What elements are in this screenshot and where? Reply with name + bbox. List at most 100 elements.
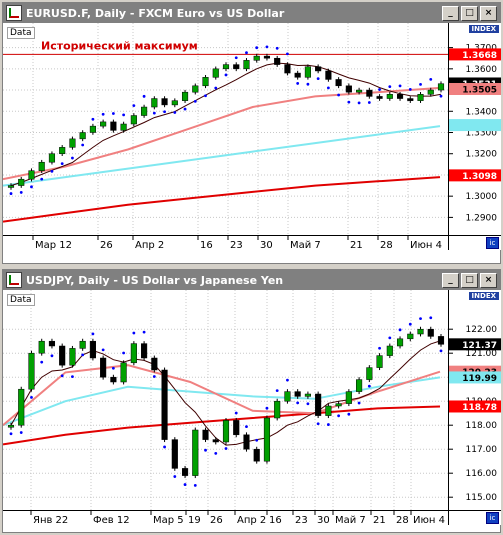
- x-tick-label: Мар 12: [35, 240, 72, 250]
- candle-up: [141, 106, 148, 116]
- index-button[interactable]: INDEX: [468, 25, 499, 33]
- candle-up: [151, 98, 158, 108]
- usdjpy-chart-window: USDJPY, Daily - US Dollar vs Japanese Ye…: [2, 269, 501, 533]
- sar-dot: [193, 99, 197, 103]
- maximize-button[interactable]: □: [461, 5, 478, 21]
- candle-up: [18, 178, 25, 186]
- usdjpy-plot-area[interactable]: Data: [3, 290, 448, 510]
- chart-app-icon: [6, 5, 22, 21]
- x-tick-label: 28: [380, 240, 393, 250]
- candle-down: [110, 121, 117, 131]
- candle-up: [356, 379, 363, 392]
- ma-long-line: [3, 125, 441, 187]
- eurusd-titlebar[interactable]: EURUSD.F, Daily - FXCM Euro vs US Dollar…: [3, 3, 500, 23]
- candle-up: [130, 343, 137, 364]
- sar-dot: [245, 425, 248, 429]
- sar-dot: [9, 432, 13, 436]
- ma-mid-line: [3, 364, 441, 426]
- candle-up: [263, 417, 271, 462]
- candle-down: [151, 357, 158, 371]
- minimize-button[interactable]: _: [442, 272, 459, 288]
- candle-up: [38, 340, 45, 354]
- sar-dot: [429, 316, 433, 320]
- index-button[interactable]: INDEX: [468, 292, 499, 300]
- maximize-button[interactable]: □: [461, 272, 478, 288]
- candle-up: [69, 138, 76, 148]
- minimize-button[interactable]: _: [442, 5, 459, 21]
- scale-toggle-icon[interactable]: ic: [486, 237, 499, 249]
- usdjpy-window-title: USDJPY, Daily - US Dollar vs Japanese Ye…: [26, 273, 284, 287]
- sar-dot: [30, 395, 33, 399]
- x-tick-label: 19: [188, 515, 201, 525]
- candle-up: [437, 83, 445, 91]
- candle-up: [222, 64, 230, 70]
- price-badge-label: 1.3668: [462, 51, 497, 61]
- close-button[interactable]: ×: [480, 272, 497, 288]
- candle-up: [427, 89, 434, 95]
- sar-dot: [142, 330, 146, 334]
- usdjpy-axis-corner: ic: [448, 510, 501, 525]
- sar-dot: [111, 366, 115, 370]
- sar-dot: [204, 448, 207, 452]
- candle-down: [325, 70, 332, 80]
- sar-dot: [40, 360, 44, 364]
- x-tick-label: 30: [317, 515, 330, 525]
- data-tag[interactable]: Data: [7, 294, 35, 306]
- eurusd-axis-corner: ic: [448, 235, 501, 250]
- sar-dot: [245, 51, 248, 55]
- candle-down: [366, 89, 373, 97]
- candle-down: [171, 439, 178, 469]
- candle-up: [100, 121, 107, 127]
- candle-down: [274, 57, 281, 65]
- sar-dot: [408, 322, 412, 326]
- usdjpy-titlebar[interactable]: USDJPY, Daily - US Dollar vs Japanese Ye…: [3, 270, 500, 290]
- candle-up: [18, 388, 25, 426]
- sar-dot: [214, 86, 218, 90]
- eurusd-chart-window: EURUSD.F, Daily - FXCM Euro vs US Dollar…: [2, 2, 501, 264]
- x-tick-label: 26: [210, 515, 223, 525]
- sar-dot: [19, 191, 23, 194]
- sar-dot: [367, 101, 371, 104]
- sar-dot: [224, 447, 228, 450]
- candle-down: [294, 391, 301, 397]
- candle-up: [407, 333, 414, 340]
- sar-dot: [388, 85, 392, 89]
- candle-down: [48, 340, 56, 347]
- candle-up: [212, 68, 219, 78]
- data-tag[interactable]: Data: [7, 27, 35, 39]
- candle-up: [171, 100, 178, 106]
- sar-dot: [81, 353, 85, 357]
- sar-dot: [326, 423, 330, 426]
- x-tick-label: Янв 22: [33, 515, 68, 525]
- candle-down: [407, 98, 414, 101]
- scale-toggle-icon[interactable]: ic: [486, 512, 499, 524]
- sar-dot: [388, 336, 392, 340]
- y-tick-label: 1.3400: [466, 107, 498, 117]
- ma-short-line: [10, 62, 442, 187]
- close-button[interactable]: ×: [480, 5, 497, 21]
- eurusd-price-axis[interactable]: 1.37001.36001.35001.34001.33001.32001.31…: [448, 23, 501, 235]
- price-badge-label: 1.3505: [462, 85, 497, 95]
- eurusd-plot-area[interactable]: Исторический максимум Data: [3, 23, 448, 235]
- eurusd-candlestick-chart: Исторический максимум: [3, 23, 448, 235]
- sar-dot: [337, 414, 341, 418]
- price-badge: [449, 400, 501, 413]
- candle-down: [181, 468, 189, 476]
- candle-down: [335, 79, 342, 87]
- candle-up: [222, 420, 230, 443]
- sar-dot: [347, 412, 351, 416]
- candle-down: [345, 85, 352, 93]
- x-tick-label: 21: [373, 515, 386, 525]
- candle-up: [243, 60, 250, 70]
- x-tick-label: 16: [200, 240, 213, 250]
- sar-dot: [419, 317, 422, 320]
- price-badge: [449, 48, 501, 61]
- price-badge-label: 1.3098: [462, 172, 497, 182]
- usdjpy-price-axis[interactable]: 122.00121.00120.00119.00118.00117.00116.…: [448, 290, 501, 510]
- candle-down: [294, 72, 301, 78]
- x-tick-label: 28: [396, 515, 409, 525]
- sar-dot: [214, 452, 218, 455]
- x-tick-label: 23: [295, 515, 308, 525]
- x-tick-label: Май 7: [290, 240, 321, 250]
- candle-up: [284, 391, 291, 402]
